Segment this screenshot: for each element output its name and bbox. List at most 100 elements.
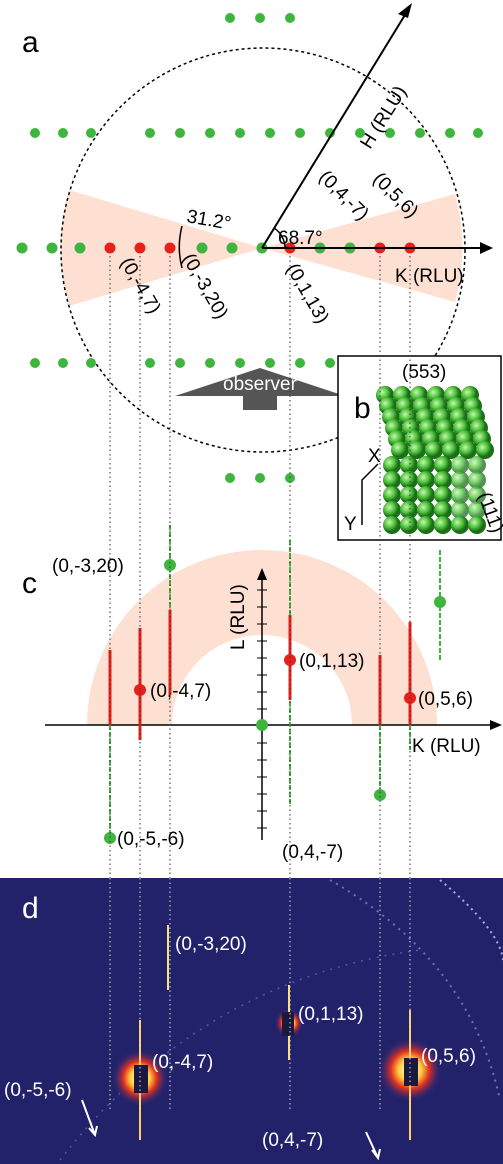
- dot: [235, 128, 245, 138]
- dot: [58, 358, 68, 368]
- pointer: [365, 1131, 381, 1161]
- atom: [417, 516, 435, 534]
- reflection-label: (0,-4,7): [150, 681, 211, 702]
- panel-c: c L (RLU) K (RLU) (0,-3,20) (0,-4,7) (0,…: [22, 525, 502, 863]
- atom: [400, 471, 418, 489]
- axis-label: K (RLU): [412, 736, 481, 757]
- beamstop: [134, 1065, 148, 1093]
- facet-label: (553): [402, 362, 446, 383]
- ring: [329, 879, 501, 1101]
- atom: [434, 486, 452, 504]
- atom: [451, 471, 469, 489]
- beamstop: [282, 1012, 294, 1036]
- atom: [476, 441, 494, 459]
- atom: [400, 486, 418, 504]
- atom: [434, 456, 452, 474]
- atom: [468, 456, 486, 474]
- reflection-label: (0,-4,7): [152, 1052, 213, 1073]
- dot: [284, 654, 296, 666]
- dot: [164, 559, 176, 571]
- atom: [383, 471, 401, 489]
- reflection-label: (0,4,-7): [262, 1130, 323, 1151]
- atom: [451, 486, 469, 504]
- atom: [400, 516, 418, 534]
- atom: [383, 456, 401, 474]
- dot: [445, 128, 455, 138]
- axis-label: L (RLU): [228, 584, 249, 650]
- reflection-label: (0,1,13): [298, 1004, 363, 1025]
- guide-lines: [109, 256, 411, 1110]
- dot: [30, 358, 40, 368]
- dot: [16, 242, 28, 254]
- reflection-label: (0,-5,-6): [117, 829, 185, 850]
- dot: [325, 128, 335, 138]
- atom: [400, 456, 418, 474]
- dot: [434, 596, 446, 608]
- atom: [383, 501, 401, 519]
- dot: [255, 13, 265, 23]
- dot: [235, 358, 245, 368]
- arrowhead: [480, 242, 493, 254]
- crystal: [376, 386, 494, 534]
- dot: [265, 128, 275, 138]
- beamstop: [404, 1058, 418, 1086]
- atom: [417, 486, 435, 504]
- panel-label: a: [22, 26, 39, 59]
- atom: [425, 441, 443, 459]
- dot: [58, 128, 68, 138]
- dot: [30, 128, 40, 138]
- dot: [74, 242, 86, 254]
- reflection-label: (0,5,6): [418, 689, 473, 710]
- observer-arrow: [175, 368, 345, 410]
- reflection-label: (0,5,6): [421, 1046, 476, 1067]
- dot: [473, 128, 483, 138]
- dot: [104, 242, 116, 254]
- panel-label: b: [354, 392, 371, 425]
- dot: [265, 358, 275, 368]
- reflection-label: (0,4,-7): [282, 842, 343, 863]
- dot: [325, 358, 335, 368]
- pointer: [81, 1099, 98, 1138]
- axes-icon: [361, 463, 379, 500]
- dot: [134, 684, 146, 696]
- ring: [439, 879, 503, 961]
- atom: [417, 456, 435, 474]
- atom: [451, 456, 469, 474]
- ticks: [257, 589, 267, 829]
- detector-image: [0, 878, 503, 1164]
- ring: [59, 949, 421, 1161]
- panel-d: d (0,-3,20) (0,1,13) (0,-4,7) (0,5,6) (0…: [0, 878, 503, 1164]
- dot: [205, 358, 215, 368]
- atom: [383, 516, 401, 534]
- dot: [134, 242, 146, 254]
- atom: [468, 516, 486, 534]
- reflection-label: (0,-3,20): [52, 556, 124, 577]
- dot: [145, 128, 155, 138]
- annulus: [87, 550, 437, 725]
- circle: [60, 47, 466, 453]
- h-axis: [261, 9, 409, 249]
- dot: [355, 128, 365, 138]
- axis-label: H (RLU): [356, 82, 411, 152]
- arrowhead: [398, 3, 412, 18]
- dot: [196, 242, 208, 254]
- dot: [285, 13, 295, 23]
- atom: [468, 471, 486, 489]
- atom: [468, 501, 486, 519]
- arrowhead: [257, 568, 267, 580]
- atom: [383, 486, 401, 504]
- reflection-label: (0,1,13): [282, 260, 333, 327]
- dot: [205, 128, 215, 138]
- atom: [391, 441, 409, 459]
- arrowhead: [490, 720, 502, 730]
- angle-label: 68.7°: [278, 228, 323, 249]
- atom: [408, 441, 426, 459]
- reflection-label: (0,1,13): [299, 651, 364, 672]
- dot: [415, 128, 425, 138]
- wedge: [60, 190, 262, 306]
- dot: [225, 13, 235, 23]
- angle-arc: [273, 227, 286, 249]
- dot: [256, 719, 268, 731]
- dot: [295, 358, 305, 368]
